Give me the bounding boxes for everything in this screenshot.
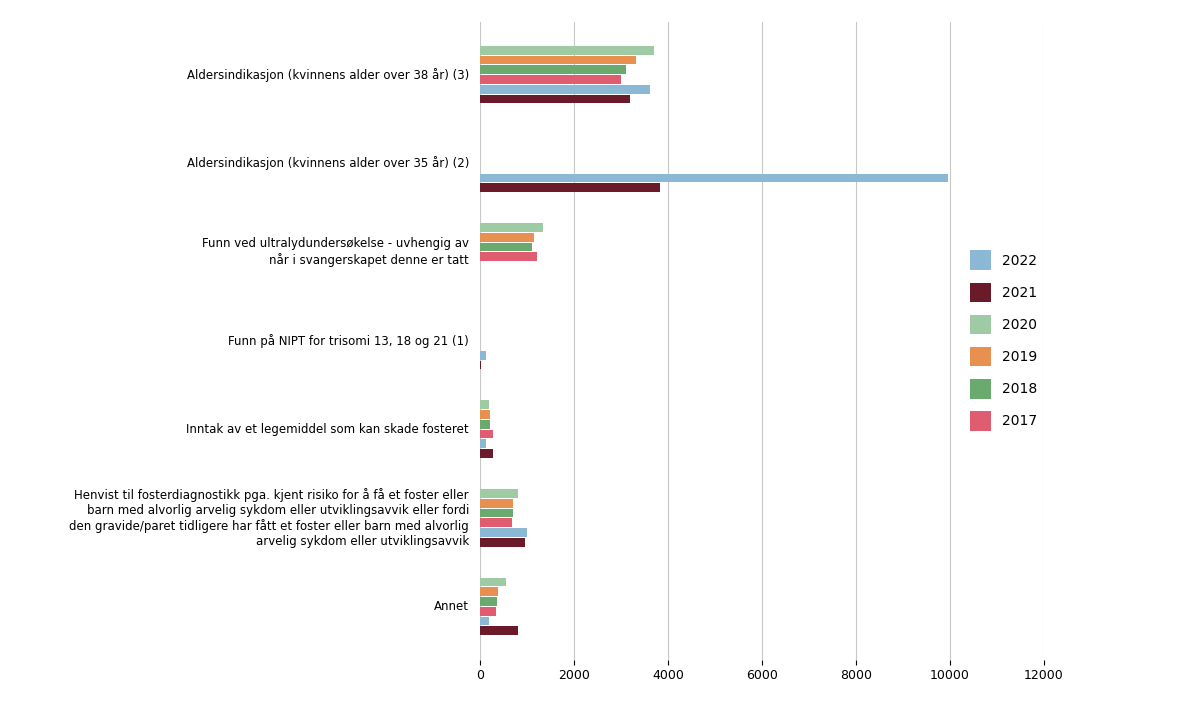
Bar <box>480 429 493 439</box>
Bar <box>480 489 517 498</box>
Bar <box>480 607 497 616</box>
Bar <box>480 528 527 537</box>
Bar <box>480 174 948 182</box>
Bar <box>480 46 654 54</box>
Bar <box>480 587 498 597</box>
Bar <box>480 75 622 84</box>
Bar <box>480 252 538 261</box>
Bar <box>480 440 486 448</box>
Bar <box>480 597 497 606</box>
Bar <box>480 499 512 508</box>
Bar <box>480 627 517 635</box>
Bar <box>480 578 506 587</box>
Bar <box>480 518 512 527</box>
Bar <box>480 400 490 409</box>
Bar <box>480 184 660 192</box>
Bar <box>480 508 512 518</box>
Bar <box>480 242 532 252</box>
Legend: 2022, 2021, 2020, 2019, 2018, 2017: 2022, 2021, 2020, 2019, 2018, 2017 <box>970 250 1037 431</box>
Bar <box>480 410 491 419</box>
Bar <box>480 420 490 429</box>
Bar <box>480 95 630 103</box>
Bar <box>480 56 636 65</box>
Bar <box>480 617 490 625</box>
Bar <box>480 351 486 360</box>
Bar <box>480 223 544 232</box>
Bar <box>480 65 625 74</box>
Bar <box>480 449 493 458</box>
Bar <box>480 233 534 242</box>
Bar <box>480 85 650 94</box>
Bar <box>480 538 526 546</box>
